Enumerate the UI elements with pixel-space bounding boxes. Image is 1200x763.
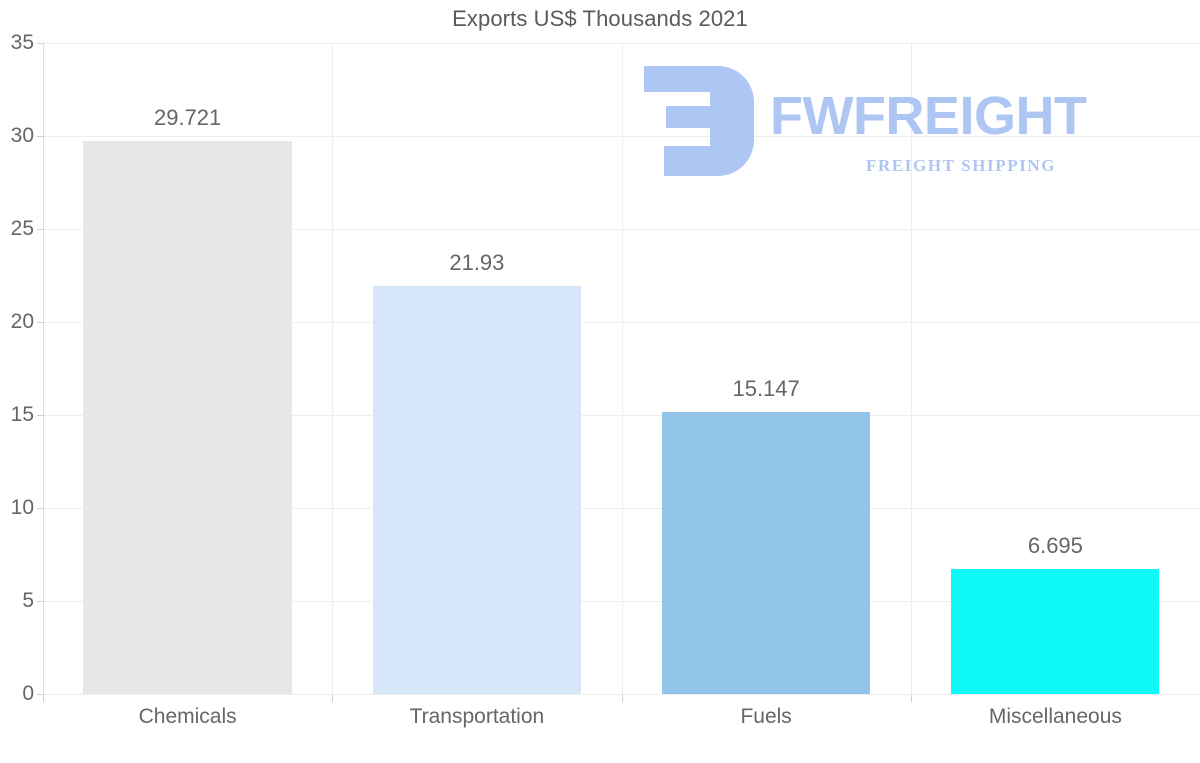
- gridline-vertical: [621, 43, 623, 694]
- x-axis-tick-mark: [621, 695, 623, 702]
- x-axis-category-label: Fuels: [740, 705, 792, 728]
- x-axis-tick-mark: [43, 695, 44, 702]
- gridline-horizontal: [43, 694, 1200, 695]
- bar-value-label: 15.147: [732, 376, 800, 402]
- plot-area: [43, 43, 1200, 695]
- y-axis-line: [43, 43, 44, 695]
- x-axis-tick-mark: [332, 695, 334, 702]
- y-axis-tick-mark: [37, 229, 44, 230]
- y-axis-tick-mark: [37, 43, 44, 44]
- bar-chemicals[interactable]: [83, 141, 292, 694]
- bar-fuels[interactable]: [661, 412, 871, 694]
- y-axis-tick-label: 10: [10, 496, 34, 519]
- y-axis-tick-label: 25: [10, 217, 34, 240]
- chart-title: Exports US$ Thousands 2021: [452, 6, 748, 31]
- x-axis-category-label: Miscellaneous: [988, 705, 1122, 728]
- y-axis-tick-mark: [37, 415, 44, 416]
- y-axis-tick-label: 0: [22, 682, 34, 705]
- gridline-vertical: [332, 43, 334, 694]
- bar-value-label: 21.93: [449, 250, 505, 276]
- y-axis-tick-mark: [37, 136, 44, 137]
- bar-miscellaneous[interactable]: [951, 569, 1160, 694]
- x-axis-category-label: Transportation: [409, 705, 545, 728]
- x-axis-tick-mark: [910, 695, 912, 702]
- y-axis-tick-label: 15: [10, 403, 34, 426]
- y-axis-tick-label: 30: [10, 124, 34, 147]
- bar-value-label: 6.695: [1027, 533, 1083, 559]
- y-axis-tick-label: 5: [22, 589, 34, 612]
- y-axis-tick-label: 20: [10, 310, 34, 333]
- gridline-vertical: [910, 43, 912, 694]
- x-axis-category-label: Chemicals: [138, 705, 237, 728]
- y-axis-tick-label: 35: [10, 31, 34, 54]
- y-axis-tick-mark: [37, 322, 44, 323]
- y-axis-tick-mark: [37, 601, 44, 602]
- bar-value-label: 29.721: [153, 105, 222, 131]
- y-axis-tick-mark: [37, 694, 44, 695]
- bar-transportation[interactable]: [372, 286, 581, 694]
- y-axis-tick-mark: [37, 508, 44, 509]
